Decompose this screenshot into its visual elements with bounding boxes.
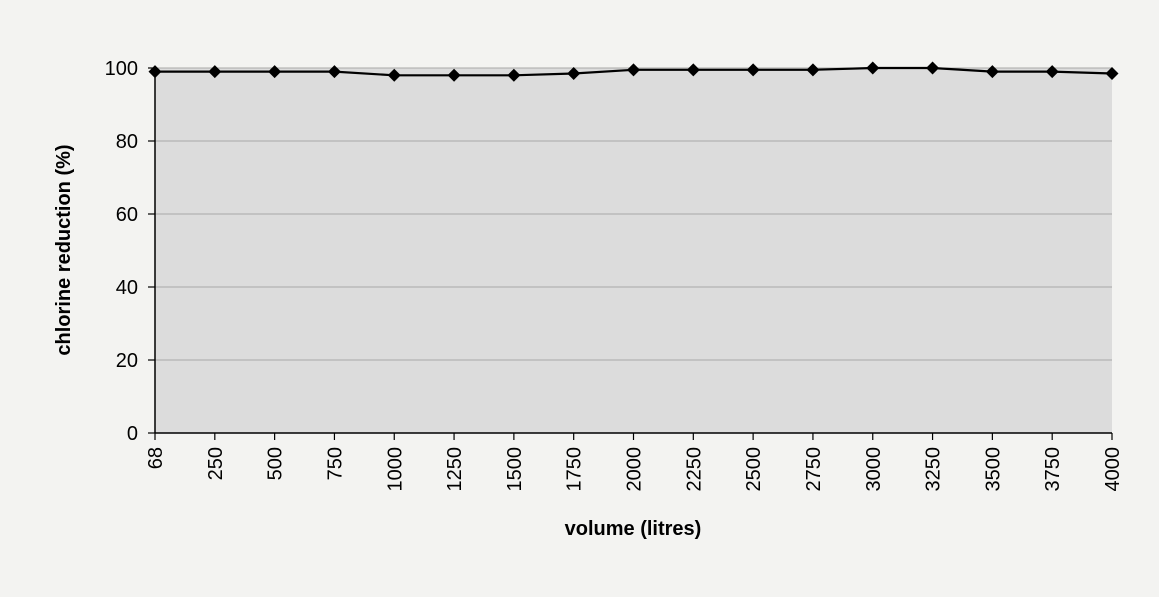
x-tick-label: 2500 [743,447,765,492]
x-tick-label: 2000 [624,447,646,492]
x-tick-label: 2750 [803,447,825,492]
y-tick-labels: 0 20 40 60 80 100 [105,58,155,445]
x-tick-label: 3500 [982,447,1004,492]
x-tick-label: 3250 [923,447,945,492]
y-tick-label: 60 [116,204,138,226]
y-tick-label: 0 [127,423,138,445]
y-axis-label: chlorine reduction (%) [53,144,75,355]
x-tick-label: 1750 [564,447,586,492]
x-tick-label: 4000 [1102,447,1124,492]
y-tick-label: 80 [116,131,138,153]
y-tick-label: 100 [105,58,138,80]
x-tick-label: 750 [324,447,346,480]
x-tick-label: 68 [145,447,167,469]
x-tick-label: 1500 [504,447,526,492]
x-tick-label: 1000 [384,447,406,492]
x-tick-label: 2250 [683,447,705,492]
y-tick-label: 40 [116,277,138,299]
x-tick-label: 3000 [863,447,885,492]
x-tick-label: 250 [205,447,227,480]
y-tick-label: 20 [116,350,138,372]
x-tick-labels: 68 250 500 750 1000 1250 1500 1750 2000 2250 2500 2… [145,433,1124,492]
plot-area [155,68,1112,433]
x-tick-label: 500 [265,447,287,480]
x-tick-label: 3750 [1042,447,1064,492]
x-tick-label: 1250 [444,447,466,492]
x-axis-label: volume (litres) [565,518,702,540]
